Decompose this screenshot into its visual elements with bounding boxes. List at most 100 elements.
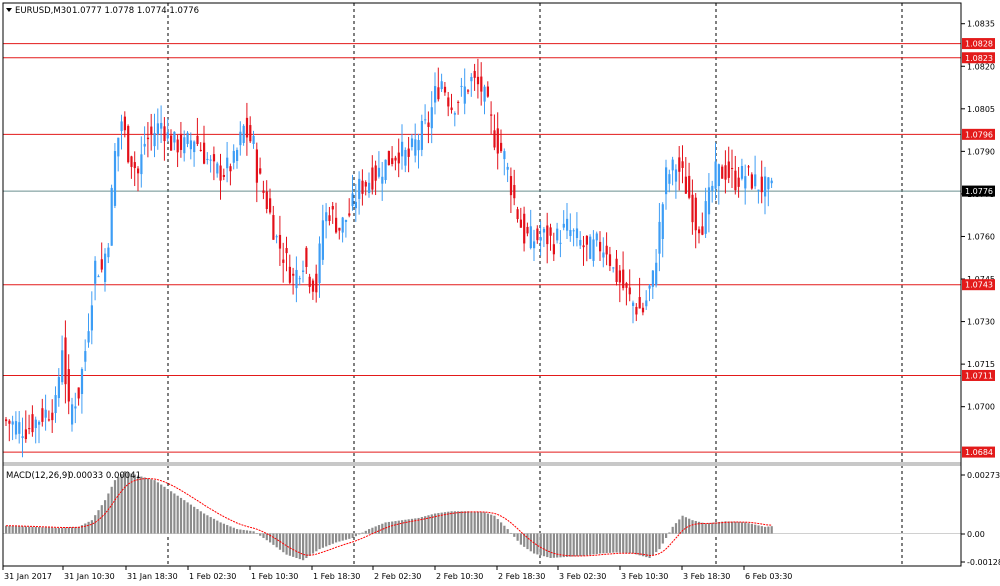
macd-bar xyxy=(245,530,249,534)
candle-body xyxy=(572,230,575,232)
symbol-label: EURUSD,M30 xyxy=(15,6,72,16)
candle-body xyxy=(384,159,387,181)
macd-bar xyxy=(338,533,341,542)
time-tick: 2 Feb 18:30 xyxy=(498,572,545,581)
dropdown-triangle-icon[interactable] xyxy=(6,8,12,12)
candle-body xyxy=(737,177,740,187)
macd-bar xyxy=(760,526,763,534)
candle-body xyxy=(566,218,569,231)
level-5-label: 1.0711 xyxy=(965,371,993,380)
candle-body xyxy=(628,287,631,295)
candle-body xyxy=(219,165,222,181)
macd-pane[interactable] xyxy=(3,471,961,561)
candle-body xyxy=(506,166,509,170)
level-1-badge xyxy=(962,38,995,50)
candle-body xyxy=(199,149,202,151)
macd-bar xyxy=(764,526,767,534)
macd-bar xyxy=(740,522,744,534)
time-tick: 3 Feb 02:30 xyxy=(559,572,606,581)
macd-bar xyxy=(387,521,390,534)
candle-body xyxy=(424,119,427,121)
candle-body xyxy=(120,121,123,132)
candle-body xyxy=(348,213,351,216)
macd-bar xyxy=(146,478,150,534)
candle-body xyxy=(420,120,423,150)
macd-bar xyxy=(691,520,694,534)
macd-bar xyxy=(150,479,153,534)
candle-body xyxy=(54,395,57,414)
macd-bar xyxy=(526,533,529,550)
candle-body xyxy=(539,237,542,241)
candle-body xyxy=(14,421,18,435)
candle-body xyxy=(265,191,268,209)
candle-body xyxy=(100,259,103,270)
macd-bar xyxy=(698,521,701,534)
price-pane[interactable] xyxy=(3,43,961,458)
candle-body xyxy=(84,351,87,362)
candle-body xyxy=(67,369,70,402)
candle-body xyxy=(57,377,60,399)
macd-bar xyxy=(575,533,579,557)
macd-bar xyxy=(222,523,225,534)
candle-body xyxy=(760,176,763,193)
candle-body xyxy=(559,242,562,244)
macd-bar xyxy=(490,514,493,534)
candle-body xyxy=(450,107,453,111)
candle-body xyxy=(97,276,100,278)
candle-body xyxy=(196,135,199,144)
macd-bar xyxy=(308,533,311,556)
macd-bar xyxy=(265,533,268,541)
price-axis[interactable]: 1.08351.08201.08051.07901.07751.07601.07… xyxy=(961,20,995,412)
time-tick: 1 Feb 10:30 xyxy=(251,572,298,581)
candle-body xyxy=(252,135,255,144)
macd-bar xyxy=(704,523,707,534)
candle-body xyxy=(94,260,97,284)
candle-body xyxy=(632,302,635,306)
macd-bar xyxy=(153,480,156,534)
macd-bar xyxy=(183,500,186,534)
candle-body xyxy=(605,245,608,255)
candle-body xyxy=(173,131,176,143)
macd-bar xyxy=(757,525,760,534)
candle-body xyxy=(770,180,773,184)
candle-body xyxy=(599,241,602,252)
candle-body xyxy=(470,76,473,82)
macd-bar xyxy=(163,486,166,534)
candle-body xyxy=(638,297,641,309)
candle-body xyxy=(750,174,753,189)
time-axis[interactable]: 31 Jan 2017 31 Jan 10:30 31 Jan 18:30 1 Feb… xyxy=(2,566,792,581)
candle-body xyxy=(533,241,536,249)
candle-body xyxy=(612,267,615,269)
macd-bar xyxy=(694,521,697,534)
candle-body xyxy=(203,142,206,164)
candle-body xyxy=(721,166,724,179)
macd-bar xyxy=(381,523,384,534)
candle-body xyxy=(529,226,532,249)
level-3-label: 1.0796 xyxy=(965,130,993,139)
candle-body xyxy=(315,273,318,293)
time-tick: 31 Jan 10:30 xyxy=(64,572,115,581)
price-tick: 1.0805 xyxy=(967,105,995,114)
macd-bar xyxy=(110,486,113,534)
horizontal-levels[interactable] xyxy=(3,43,961,453)
candle-body xyxy=(232,150,235,163)
candle-body xyxy=(38,421,41,425)
candle-body xyxy=(41,408,44,422)
candle-body xyxy=(377,167,381,177)
price-tick: 1.0820 xyxy=(967,62,995,71)
candle-body xyxy=(166,132,169,139)
candle-body xyxy=(731,167,734,170)
candle-body xyxy=(226,157,229,169)
candle-body xyxy=(381,176,384,184)
macd-bar xyxy=(457,511,460,534)
macd-bar xyxy=(519,533,522,545)
macd-bar xyxy=(589,533,592,555)
macd-bar xyxy=(714,522,717,534)
macd-bar xyxy=(744,522,747,534)
pane-separator[interactable] xyxy=(3,462,961,466)
macd-bar xyxy=(344,533,348,540)
price-tick: 1.0700 xyxy=(967,403,995,412)
macd-bar xyxy=(8,525,11,534)
candle-body xyxy=(117,137,120,157)
